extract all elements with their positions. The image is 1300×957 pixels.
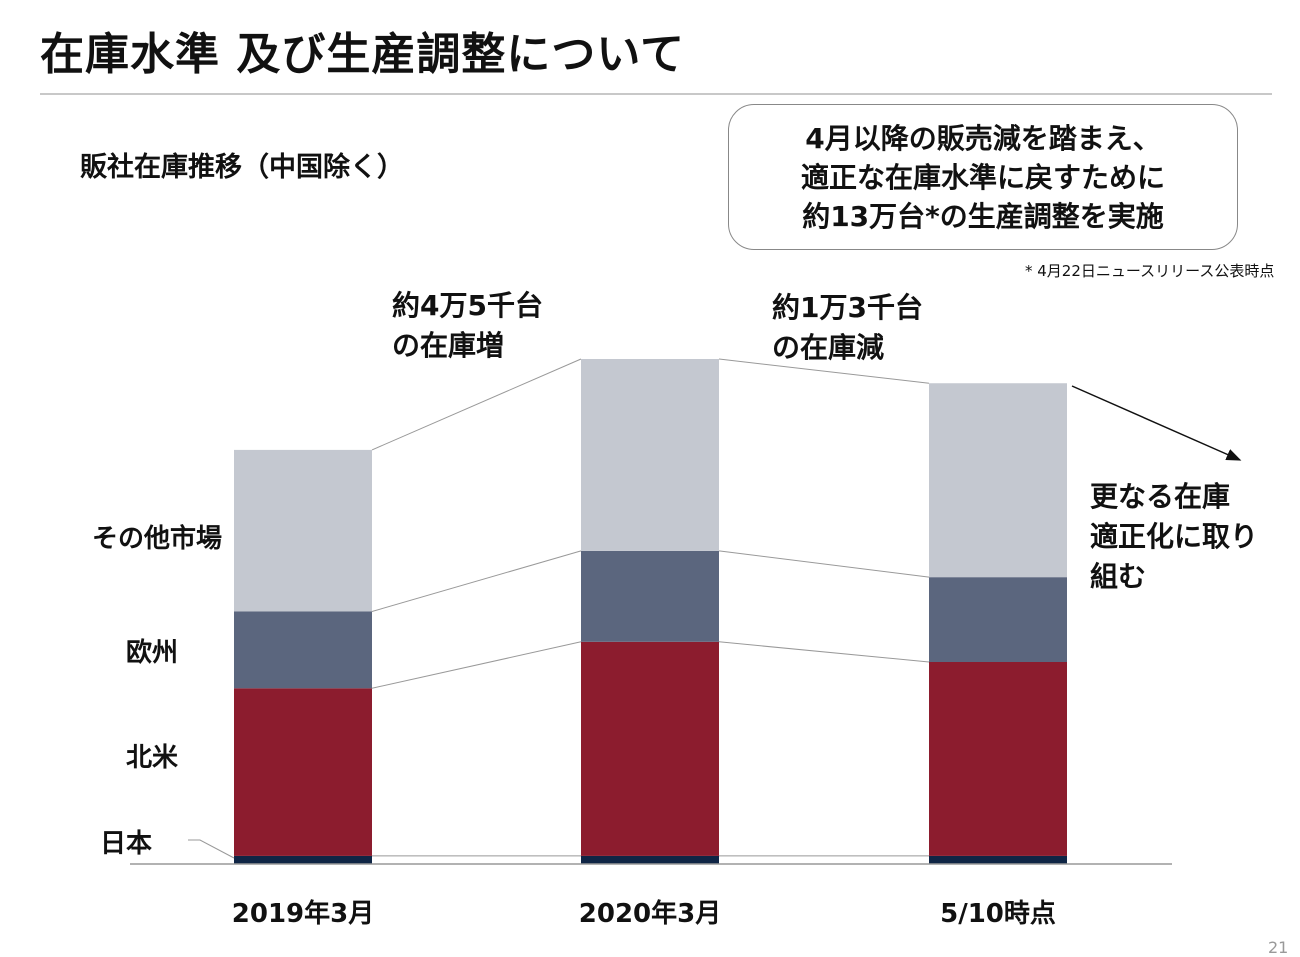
series-label: 北米 [126,743,178,773]
bar-segment-1-1 [581,641,719,856]
bar-segment-2-2 [929,577,1067,662]
callout-line: 約13万台*の生産調整を実施 [802,199,1164,233]
annotation-line: 約1万3千台 [772,291,923,324]
bar-segment-0-1 [581,855,719,864]
chart-subtitle: 販社在庫推移（中国除く） [80,152,404,183]
connector-line [718,358,930,384]
callout-line: 適正な在庫水準に戻すために [800,160,1165,194]
annotation-decrease: 約1万3千台 の在庫減 [772,288,923,368]
series-label: その他市場 [92,523,222,554]
bar-segment-1-2 [929,662,1067,856]
connector-line [718,550,930,578]
connector-line [371,358,582,451]
annotation-line: 更なる在庫 [1090,480,1231,513]
annotation-line: 約4万5千台 [392,289,543,322]
bar-segment-0-0 [234,855,372,864]
annotation-line: 組む [1090,560,1147,593]
bar-segment-2-1 [581,550,719,642]
x-tick-label: 2019年3月 [232,898,374,929]
title-divider [40,93,1272,95]
annotation-increase: 約4万5千台 の在庫増 [392,286,543,366]
annotation-line: 適正化に取り [1090,520,1259,553]
series-label: 欧州 [126,637,178,668]
annotation-further: 更なる在庫 適正化に取り 組む [1090,477,1258,597]
bar-segment-3-1 [581,359,719,551]
connector-line [371,550,582,612]
connector-line [718,641,930,663]
footnote: * 4月22日ニュースリリース公表時点 [1025,262,1275,280]
x-tick-label: 5/10時点 [940,898,1056,929]
page-title: 在庫水準 及び生産調整について [40,29,685,80]
connector-line [371,641,582,689]
callout-box: 4月以降の販売減を踏まえ、 適正な在庫水準に戻すために 約13万台*の生産調整を… [728,104,1238,250]
bar-segment-3-0 [234,449,372,612]
bar-segment-2-0 [234,611,372,689]
annotation-line: の在庫減 [772,331,885,364]
annotation-line: の在庫増 [392,329,505,362]
series-label: 日本 [100,829,152,859]
japan-leader-line [188,839,235,859]
trend-arrow [1071,385,1242,461]
bar-segment-1-0 [234,688,372,856]
x-tick-label: 2020年3月 [579,898,721,929]
bar-segment-3-2 [929,383,1067,578]
callout-line: 4月以降の販売減を踏まえ、 [805,121,1161,155]
bar-segment-0-2 [929,855,1067,864]
